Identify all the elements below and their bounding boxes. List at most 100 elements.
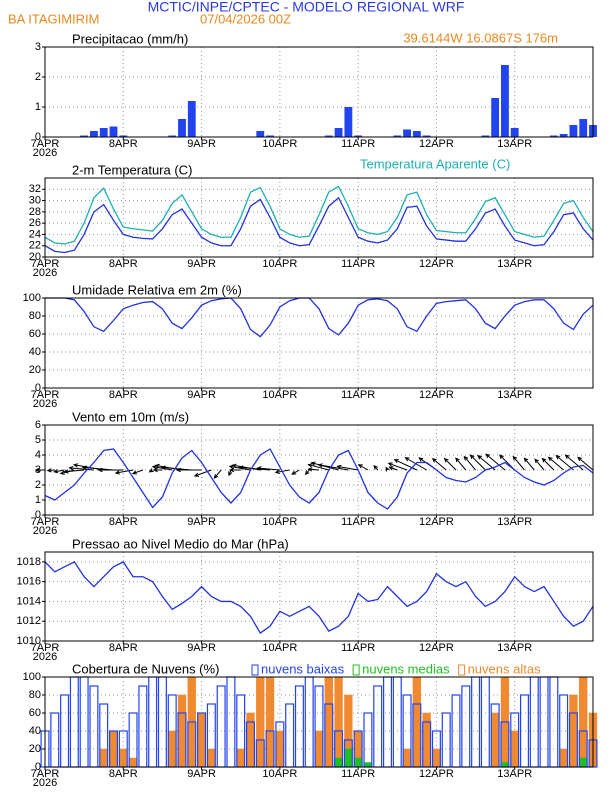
cloud-bar bbox=[363, 762, 373, 768]
x-tick-label: 9APR bbox=[187, 138, 216, 150]
cloud-bar bbox=[422, 712, 431, 768]
cloud-bar bbox=[569, 694, 578, 768]
bar bbox=[403, 129, 411, 137]
wind-arrow bbox=[229, 467, 241, 473]
y-tick-label: 0 bbox=[35, 131, 41, 143]
bar bbox=[80, 135, 89, 137]
cloud-bar bbox=[157, 676, 167, 768]
plot-frame bbox=[44, 297, 594, 389]
y-tick-label: 20 bbox=[29, 251, 41, 263]
x-tick-label: 9APR bbox=[187, 768, 216, 780]
x-tick-label: 8APR bbox=[109, 389, 138, 401]
wind-arrow bbox=[469, 454, 486, 471]
cloud-bar bbox=[265, 676, 275, 768]
x-tick-label: 10APR bbox=[262, 258, 297, 270]
year-label: 2026 bbox=[33, 267, 57, 279]
panel-title: Pressao ao Nivel Medio do Mar (hPa) bbox=[72, 536, 289, 551]
y-tick-label: 2 bbox=[35, 71, 41, 83]
y-tick-label: 30 bbox=[29, 194, 41, 206]
wind-arrow bbox=[523, 457, 535, 471]
x-tick-label: 12APR bbox=[419, 138, 454, 150]
wind-arrow bbox=[393, 459, 418, 471]
cloud-bar bbox=[344, 748, 353, 768]
x-tick-label: 11APR bbox=[341, 389, 375, 401]
wind-arrow bbox=[564, 454, 584, 471]
cloud-bar bbox=[402, 748, 412, 768]
y-tick-label: 1012 bbox=[17, 615, 41, 627]
x-tick-label: 9APR bbox=[187, 516, 216, 528]
x-tick-label: 7APR bbox=[31, 768, 60, 780]
wind-arrow bbox=[193, 469, 212, 477]
year-label: 2026 bbox=[33, 777, 57, 789]
bar bbox=[393, 135, 402, 137]
year-label: 2026 bbox=[33, 651, 57, 663]
wind-arrow bbox=[512, 455, 525, 471]
bar bbox=[187, 101, 196, 137]
wind-arrow bbox=[388, 466, 398, 471]
wind-arrow bbox=[336, 464, 359, 471]
y-tick-label: 0 bbox=[35, 382, 41, 394]
legend-swatch bbox=[251, 664, 259, 676]
x-tick-label: 12APR bbox=[419, 516, 454, 528]
panel-title: 2-m Temperatura (C) bbox=[72, 162, 192, 177]
wind-arrow bbox=[307, 463, 329, 471]
y-tick-label: 1 bbox=[35, 101, 41, 113]
wind-arrow bbox=[463, 455, 476, 471]
cloud-bar bbox=[216, 685, 226, 768]
x-tick-label: 10APR bbox=[262, 138, 297, 150]
wind-arrow bbox=[131, 469, 144, 475]
y-tick-label: 1 bbox=[35, 494, 41, 506]
legend-swatch bbox=[458, 664, 466, 676]
cloud-bar bbox=[50, 712, 60, 768]
bar bbox=[559, 134, 568, 137]
x-tick-label: 9APR bbox=[187, 389, 216, 401]
wind-arrow bbox=[63, 469, 85, 474]
cloud-bar bbox=[510, 730, 519, 768]
panel-title: Precipitacao (mm/h) bbox=[72, 31, 188, 46]
cloud-bar bbox=[579, 676, 588, 768]
x-tick-label: 11APR bbox=[341, 516, 375, 528]
wind-arrow bbox=[357, 464, 369, 471]
x-tick-label: 12APR bbox=[419, 258, 454, 270]
cloud-bar bbox=[294, 685, 304, 768]
cloud-bar bbox=[197, 712, 206, 768]
cloud-bar bbox=[148, 676, 158, 768]
bar bbox=[481, 135, 490, 137]
bar bbox=[256, 131, 265, 137]
cloud-bar bbox=[412, 676, 422, 768]
wind-arrow bbox=[385, 466, 390, 472]
cloud-bar bbox=[128, 757, 138, 768]
x-tick-label: 12APR bbox=[419, 768, 454, 780]
series-line bbox=[44, 185, 594, 245]
location: BA ITAGIMIRIM bbox=[8, 11, 100, 26]
y-tick-label: 1018 bbox=[17, 556, 41, 568]
wind-arrow bbox=[443, 457, 457, 471]
bar bbox=[569, 125, 578, 137]
cloud-bar bbox=[324, 676, 333, 768]
wind-arrow bbox=[256, 466, 280, 471]
cloud-bar bbox=[236, 748, 245, 768]
series-line bbox=[44, 561, 594, 635]
cloud-bar bbox=[334, 676, 343, 768]
x-tick-label: 13APR bbox=[497, 768, 532, 780]
panel-title: Umidade Relativa em 2m (%) bbox=[72, 282, 242, 297]
y-tick-label: 60 bbox=[29, 707, 41, 719]
y-tick-label: 24 bbox=[29, 228, 41, 240]
wind-arrow bbox=[555, 454, 574, 471]
bar bbox=[168, 135, 177, 137]
x-tick-label: 9APR bbox=[187, 258, 216, 270]
y-tick-label: 40 bbox=[29, 346, 41, 358]
wind-arrow bbox=[431, 458, 447, 471]
plot-frame bbox=[44, 424, 594, 516]
y-tick-label: 22 bbox=[29, 240, 41, 252]
plot-frame bbox=[44, 676, 594, 768]
wind-arrow bbox=[541, 457, 555, 471]
y-tick-label: 3 bbox=[35, 41, 41, 53]
bar bbox=[266, 135, 274, 137]
bar bbox=[178, 119, 186, 137]
series-line bbox=[44, 196, 594, 254]
x-tick-label: 7APR bbox=[31, 138, 60, 150]
cloud-bar bbox=[579, 757, 588, 768]
series-line bbox=[44, 448, 594, 510]
x-tick-label: 13APR bbox=[497, 516, 532, 528]
